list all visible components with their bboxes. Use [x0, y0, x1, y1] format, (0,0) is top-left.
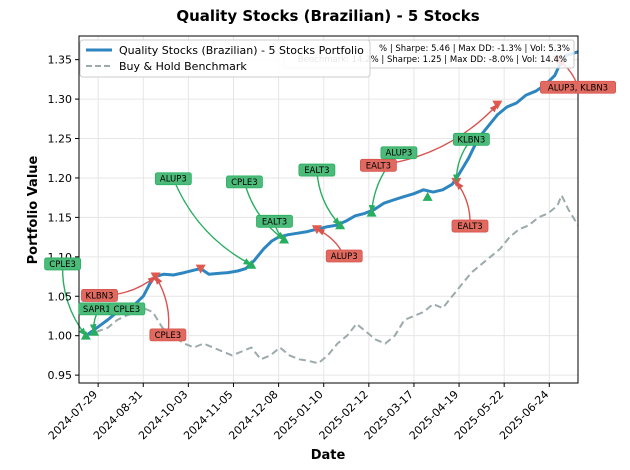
- annotation-label: CPLE3: [155, 331, 182, 341]
- annotation-label: ALUP3: [331, 252, 358, 262]
- legend-frame: [79, 39, 371, 78]
- buy-marker: [422, 191, 433, 201]
- annotation-label: EALT3: [457, 222, 482, 232]
- annotation-label: CPLE3: [231, 178, 258, 188]
- chart-title: Quality Stocks (Brazilian) - 5 Stocks: [176, 7, 479, 25]
- annotation-label: ALUP3: [160, 175, 187, 185]
- annotation-box: [154, 172, 192, 186]
- y-axis-label: Portfolio Value: [26, 155, 41, 264]
- annotation-label: KLBN3: [457, 135, 485, 145]
- y-tick-label: 1.25: [48, 133, 73, 146]
- annotation-box: [452, 132, 490, 146]
- stats-line-2: Benchmark: 14.2% | Sharpe: 1.25 | Max DD…: [298, 55, 567, 65]
- annotation-box: [108, 302, 146, 316]
- annotation-label: EALT3: [262, 217, 287, 227]
- annotation-box: [540, 80, 617, 94]
- y-tick-label: 1.15: [48, 211, 73, 224]
- annotation-label: CPLE3: [49, 260, 76, 270]
- annotation-box: [149, 328, 187, 342]
- y-tick-label: 1.30: [48, 93, 73, 106]
- annotation-box: [81, 289, 118, 302]
- stats-line-1: % | Sharpe: 5.46 | Max DD: -1.3% | Vol: …: [379, 44, 570, 54]
- y-tick-label: 1.35: [48, 54, 73, 67]
- annotation-label: KLBN3: [86, 291, 114, 301]
- sell-marker: [195, 264, 206, 274]
- annotation-label: CPLE3: [114, 305, 141, 315]
- plot-frame: [78, 35, 579, 384]
- y-tick-label: 0.95: [48, 369, 73, 382]
- legend-entry-portfolio: Quality Stocks (Brazilian) - 5 Stocks Po…: [119, 44, 364, 57]
- y-tick-label: 1.05: [48, 290, 73, 303]
- annotation-box: [298, 163, 336, 177]
- annotation-label: SAPR11: [83, 305, 116, 315]
- annotation-label: EALT3: [304, 166, 329, 176]
- annotation-box: [359, 158, 397, 172]
- annotation-arrow: [61, 263, 87, 337]
- annotation-label: EALT3: [366, 161, 391, 171]
- annotation-box: [451, 219, 489, 233]
- y-tick-label: 1.00: [48, 330, 73, 343]
- annotation-box: [256, 214, 293, 228]
- x-axis-label: Date: [311, 448, 346, 463]
- annotation-box: [380, 146, 418, 160]
- annotation-box: [226, 175, 263, 189]
- annotation-label: ALUP3, KLBN3: [548, 83, 608, 93]
- annotation-box: [325, 249, 363, 263]
- annotation-arrow: [172, 178, 252, 266]
- annotation-label: ALUP3: [385, 149, 412, 159]
- legend-entry-benchmark: Buy & Hold Benchmark: [119, 60, 247, 73]
- legend: Quality Stocks (Brazilian) - 5 Stocks Po…: [79, 39, 371, 78]
- y-tick-label: 1.20: [48, 172, 73, 185]
- annotation-box: [44, 257, 81, 271]
